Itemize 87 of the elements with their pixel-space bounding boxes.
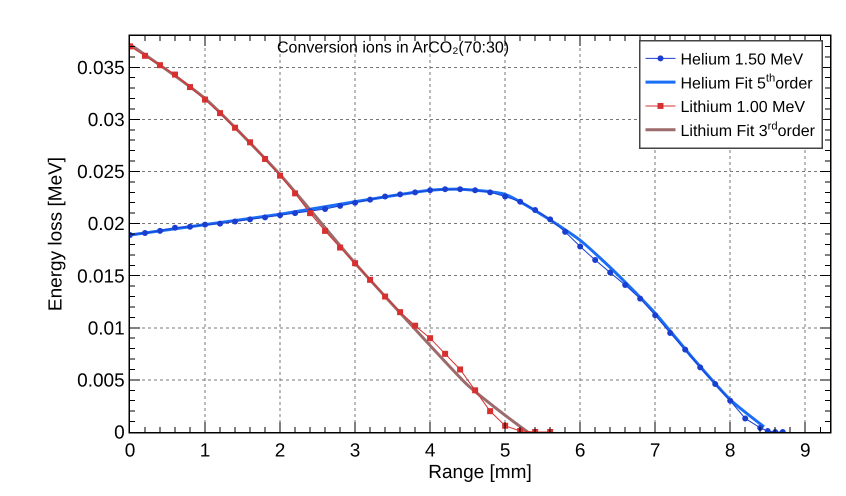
y-tick-label: 0.01 bbox=[88, 318, 125, 340]
point bbox=[697, 364, 704, 370]
point bbox=[217, 110, 224, 116]
point bbox=[277, 212, 284, 218]
point bbox=[742, 415, 748, 422]
point bbox=[622, 282, 628, 288]
legend-label: Helium 1.50 MeV bbox=[680, 52, 804, 69]
point bbox=[607, 270, 614, 276]
y-tick-label: 0.03 bbox=[88, 110, 125, 132]
x-tick-label: 2 bbox=[274, 440, 286, 462]
point bbox=[457, 366, 464, 372]
point bbox=[337, 202, 344, 209]
y-tick-label: 0.035 bbox=[77, 58, 125, 79]
point bbox=[652, 312, 658, 318]
point bbox=[187, 224, 194, 230]
x-tick-label: 3 bbox=[350, 440, 360, 462]
chart-title: Conversion ions in ArCO₂(70:30) bbox=[277, 40, 510, 57]
y-tick-label: 0.02 bbox=[88, 214, 125, 236]
point bbox=[427, 187, 434, 194]
point bbox=[217, 220, 224, 227]
x-tick-label: 6 bbox=[574, 440, 586, 462]
point bbox=[277, 172, 284, 179]
point bbox=[517, 198, 524, 205]
point bbox=[292, 210, 298, 216]
point bbox=[142, 52, 148, 59]
point bbox=[292, 190, 298, 196]
point bbox=[142, 230, 148, 236]
x-tick-label: 5 bbox=[500, 440, 510, 462]
point bbox=[637, 296, 644, 302]
point bbox=[157, 62, 164, 68]
point bbox=[682, 346, 688, 353]
point bbox=[427, 335, 434, 342]
y-tick-label: 0.015 bbox=[77, 266, 125, 288]
point bbox=[502, 193, 508, 200]
point bbox=[412, 189, 418, 196]
point bbox=[367, 276, 374, 283]
point bbox=[262, 156, 268, 162]
y-axis-title: Energy loss [MeV] bbox=[45, 156, 66, 312]
point bbox=[382, 294, 388, 300]
point bbox=[592, 257, 598, 264]
point bbox=[247, 216, 254, 222]
x-tick-label: 8 bbox=[724, 440, 736, 462]
x-axis-title: Range [mm] bbox=[428, 462, 532, 483]
point bbox=[397, 309, 404, 316]
y-tick-label: 0.025 bbox=[77, 162, 125, 184]
point bbox=[382, 193, 388, 200]
x-tick-label: 4 bbox=[424, 440, 436, 462]
point bbox=[487, 408, 494, 414]
legend-label: Helium Fit 5$^{th}$order bbox=[680, 72, 814, 92]
point bbox=[202, 222, 208, 228]
x-tick-label: 1 bbox=[200, 440, 210, 462]
point bbox=[397, 191, 404, 198]
y-tick-label: 0.005 bbox=[77, 370, 125, 392]
point bbox=[322, 228, 328, 234]
point bbox=[232, 124, 238, 131]
point bbox=[547, 216, 554, 222]
point bbox=[712, 381, 718, 388]
point bbox=[172, 72, 178, 78]
point bbox=[352, 260, 358, 266]
point bbox=[442, 350, 448, 357]
point bbox=[667, 330, 674, 336]
point bbox=[172, 224, 178, 231]
point bbox=[487, 189, 494, 196]
point bbox=[532, 207, 538, 214]
x-tick-label: 9 bbox=[800, 440, 811, 462]
point bbox=[352, 200, 358, 206]
point bbox=[247, 139, 254, 146]
point bbox=[337, 244, 344, 251]
point bbox=[562, 228, 568, 235]
y-tick-label: 0 bbox=[114, 422, 125, 444]
point bbox=[472, 187, 478, 194]
point bbox=[262, 214, 268, 220]
point bbox=[202, 96, 208, 103]
point bbox=[727, 398, 734, 404]
point bbox=[442, 186, 448, 192]
point bbox=[367, 196, 374, 203]
point bbox=[472, 387, 478, 394]
point bbox=[187, 84, 194, 90]
point bbox=[322, 206, 328, 212]
legend-label: Lithium 1.00 MeV bbox=[680, 99, 806, 116]
point bbox=[412, 322, 418, 329]
point bbox=[232, 218, 238, 224]
point bbox=[457, 186, 464, 192]
x-tick-label: 7 bbox=[650, 440, 660, 462]
legend-label: Lithium Fit 3$^{rd}$order bbox=[680, 120, 816, 140]
point bbox=[577, 244, 584, 250]
point bbox=[157, 228, 164, 234]
